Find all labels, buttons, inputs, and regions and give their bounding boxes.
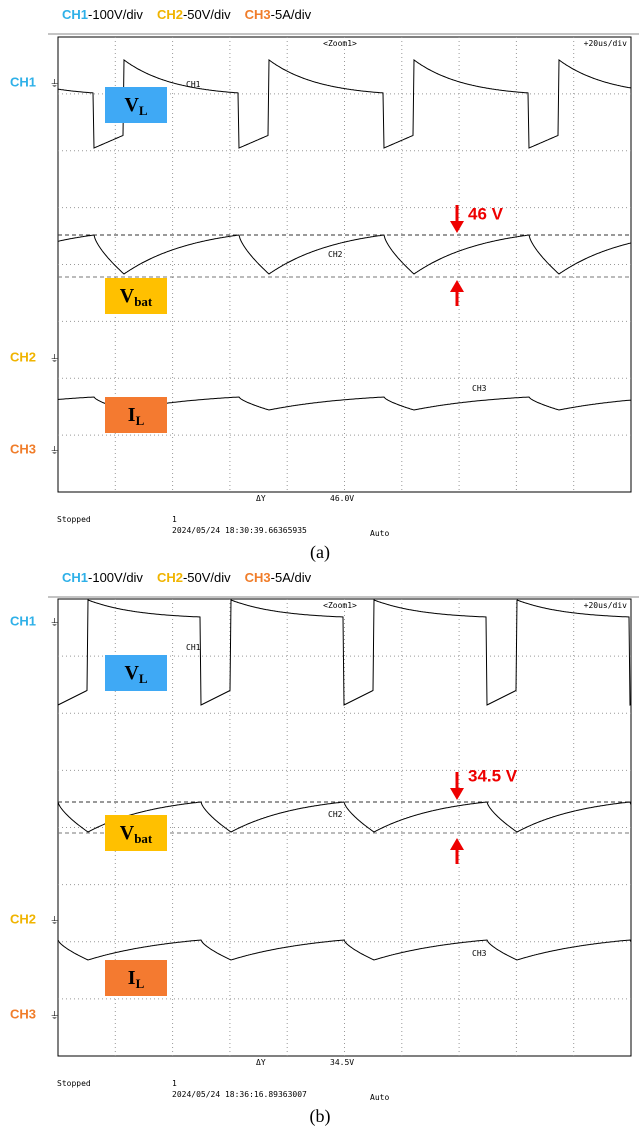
timestamp: 2024/05/24 18:30:39.66365935	[172, 526, 307, 535]
mode: Auto	[370, 1093, 389, 1102]
channel-label: CH2	[10, 911, 36, 926]
header-ch3: CH3	[245, 570, 271, 585]
delta-value: 34.5V	[330, 1058, 354, 1067]
channel-scales: CH1-100V/div CH2-50V/div CH3-5A/div	[62, 570, 312, 585]
signal-symbol: V	[124, 94, 139, 116]
header-ch2-scale: -50V/div	[183, 7, 231, 22]
signal-subscript: bat	[134, 831, 153, 846]
caption: (b)	[310, 1106, 331, 1127]
timebase: +20us/div	[584, 601, 628, 610]
header-ch2: CH2	[157, 7, 183, 22]
signal-subscript: L	[136, 413, 145, 428]
delta-annotation: 34.5 V	[468, 766, 518, 785]
header-ch2: CH2	[157, 570, 183, 585]
status: Stopped	[57, 1079, 91, 1088]
timebase: +20us/div	[584, 39, 628, 48]
trace-label: CH1	[186, 80, 201, 89]
header-ch1-scale: -100V/div	[88, 7, 143, 22]
caption: (a)	[310, 542, 330, 563]
trace-label: CH2	[328, 810, 343, 819]
signal-subscript: L	[136, 976, 145, 991]
signal-symbol: I	[128, 404, 136, 426]
signal-subscript: bat	[134, 294, 153, 309]
trace-label: CH3	[472, 384, 487, 393]
channel-scales: CH1-100V/div CH2-50V/div CH3-5A/div	[62, 7, 312, 22]
header-ch3-scale: -5A/div	[271, 570, 312, 585]
channel-label: CH2	[10, 349, 36, 364]
zoom-label: <Zoom1>	[323, 39, 357, 48]
zoom-label: <Zoom1>	[323, 601, 357, 610]
signal-symbol: V	[120, 285, 135, 307]
ground-mark: ⏚	[50, 78, 59, 88]
ground-mark: ⏚	[50, 617, 59, 627]
header-ch2-scale: -50V/div	[183, 570, 231, 585]
trace-label: CH1	[186, 643, 201, 652]
delta-value: 46.0V	[330, 494, 354, 503]
mode: Auto	[370, 529, 389, 538]
figure: CH1-100V/divCH2-50V/divCH3-5A/div<Zoom1>…	[0, 0, 639, 1133]
record: 1	[172, 515, 177, 524]
header-ch1: CH1	[62, 570, 88, 585]
channel-label: CH1	[10, 613, 36, 628]
delta-annotation: 46 V	[468, 204, 504, 223]
timestamp: 2024/05/24 18:36:16.89363007	[172, 1090, 307, 1099]
signal-subscript: L	[139, 671, 148, 686]
ground-mark: ⏚	[50, 445, 59, 455]
record: 1	[172, 1079, 177, 1088]
trace-label: CH2	[328, 250, 343, 259]
ground-mark: ⏚	[50, 915, 59, 925]
signal-symbol: I	[128, 967, 136, 989]
status: Stopped	[57, 515, 91, 524]
delta-label: ΔY	[256, 494, 266, 503]
channel-label: CH3	[10, 1006, 36, 1021]
header-ch1-scale: -100V/div	[88, 570, 143, 585]
ground-mark: ⏚	[50, 353, 59, 363]
signal-symbol: V	[120, 822, 135, 844]
header-ch1: CH1	[62, 7, 88, 22]
channel-label: CH3	[10, 441, 36, 456]
signal-symbol: V	[124, 662, 139, 684]
page: CH1-100V/divCH2-50V/divCH3-5A/div<Zoom1>…	[0, 0, 639, 1133]
header-ch3-scale: -5A/div	[271, 7, 312, 22]
trace-label: CH3	[472, 949, 487, 958]
header-ch3: CH3	[245, 7, 271, 22]
ground-mark: ⏚	[50, 1010, 59, 1020]
delta-label: ΔY	[256, 1058, 266, 1067]
signal-subscript: L	[139, 103, 148, 118]
channel-label: CH1	[10, 74, 36, 89]
